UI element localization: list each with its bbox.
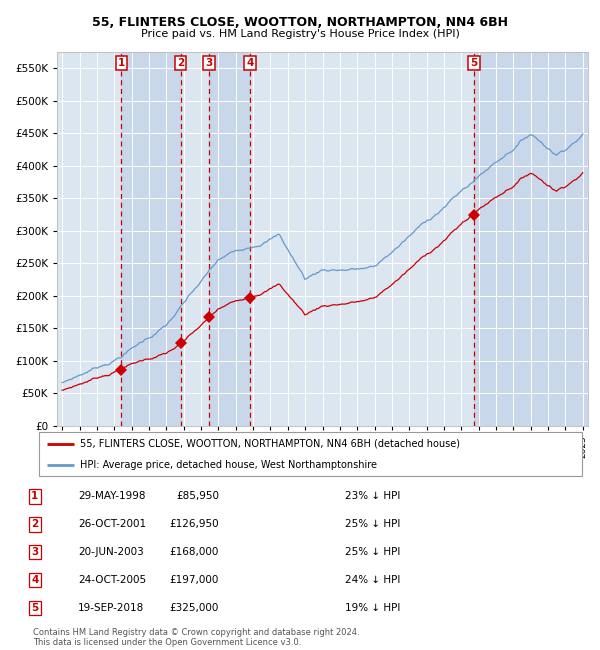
Text: 3: 3 xyxy=(206,58,213,68)
Text: 20-JUN-2003: 20-JUN-2003 xyxy=(78,547,144,557)
Text: 55, FLINTERS CLOSE, WOOTTON, NORTHAMPTON, NN4 6BH (detached house): 55, FLINTERS CLOSE, WOOTTON, NORTHAMPTON… xyxy=(80,439,460,448)
Text: 26-OCT-2001: 26-OCT-2001 xyxy=(78,519,146,529)
Text: 25% ↓ HPI: 25% ↓ HPI xyxy=(345,519,400,529)
Bar xyxy=(209,52,250,426)
Text: 24-OCT-2005: 24-OCT-2005 xyxy=(78,575,146,585)
Text: 4: 4 xyxy=(31,575,38,585)
Text: Contains HM Land Registry data © Crown copyright and database right 2024.
This d: Contains HM Land Registry data © Crown c… xyxy=(33,628,359,647)
Text: £85,950: £85,950 xyxy=(176,491,219,501)
Text: 55, FLINTERS CLOSE, WOOTTON, NORTHAMPTON, NN4 6BH: 55, FLINTERS CLOSE, WOOTTON, NORTHAMPTON… xyxy=(92,16,508,29)
Text: £126,950: £126,950 xyxy=(169,519,219,529)
Text: HPI: Average price, detached house, West Northamptonshire: HPI: Average price, detached house, West… xyxy=(80,460,377,470)
Text: £168,000: £168,000 xyxy=(170,547,219,557)
Bar xyxy=(474,52,588,426)
Text: 19-SEP-2018: 19-SEP-2018 xyxy=(78,603,144,613)
Text: 3: 3 xyxy=(31,547,38,557)
FancyBboxPatch shape xyxy=(39,432,582,476)
Text: 1: 1 xyxy=(118,58,125,68)
Text: 29-MAY-1998: 29-MAY-1998 xyxy=(78,491,146,501)
Text: Price paid vs. HM Land Registry's House Price Index (HPI): Price paid vs. HM Land Registry's House … xyxy=(140,29,460,38)
Text: 2: 2 xyxy=(177,58,184,68)
Text: 1: 1 xyxy=(31,491,38,501)
Text: 2: 2 xyxy=(31,519,38,529)
Bar xyxy=(121,52,181,426)
Text: 5: 5 xyxy=(470,58,478,68)
Text: 5: 5 xyxy=(31,603,38,613)
Text: £325,000: £325,000 xyxy=(170,603,219,613)
Text: 19% ↓ HPI: 19% ↓ HPI xyxy=(345,603,400,613)
Text: £197,000: £197,000 xyxy=(170,575,219,585)
Text: 23% ↓ HPI: 23% ↓ HPI xyxy=(345,491,400,501)
Text: 25% ↓ HPI: 25% ↓ HPI xyxy=(345,547,400,557)
Text: 4: 4 xyxy=(246,58,254,68)
Text: 24% ↓ HPI: 24% ↓ HPI xyxy=(345,575,400,585)
